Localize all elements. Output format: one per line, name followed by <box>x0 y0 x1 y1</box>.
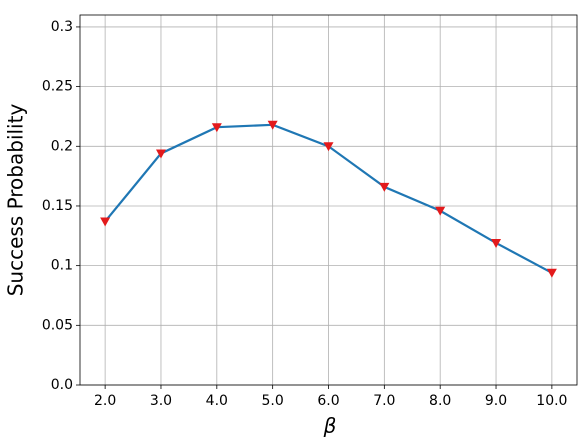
data-marker <box>100 217 111 227</box>
y-tick-label: 0.3 <box>51 19 73 35</box>
x-tick-label: 4.0 <box>206 393 228 409</box>
data-marker <box>323 142 334 152</box>
y-tick-label: 0.15 <box>42 198 73 214</box>
y-tick-label: 0.2 <box>51 138 73 154</box>
x-tick-label: 8.0 <box>429 393 451 409</box>
x-tick-label: 10.0 <box>536 393 567 409</box>
y-tick-label: 0.1 <box>51 258 73 274</box>
x-axis-label: β <box>323 414 337 438</box>
data-marker <box>435 206 446 216</box>
data-marker <box>211 123 222 133</box>
data-marker <box>267 120 278 130</box>
x-tick-label: 5.0 <box>262 393 284 409</box>
y-tick-label: 0.05 <box>42 317 73 333</box>
x-tick-label: 9.0 <box>485 393 507 409</box>
x-tick-label: 3.0 <box>150 393 172 409</box>
data-marker <box>546 268 557 278</box>
y-axis-label: Success Probability <box>4 104 28 297</box>
x-tick-label: 2.0 <box>94 393 116 409</box>
data-marker <box>491 238 502 248</box>
data-marker <box>379 182 390 192</box>
y-tick-label: 0.0 <box>51 377 73 393</box>
data-marker <box>155 149 166 159</box>
plot-frame <box>79 14 578 386</box>
x-tick-label: 7.0 <box>373 393 395 409</box>
y-tick-label: 0.25 <box>42 79 73 95</box>
x-tick-label: 6.0 <box>317 393 339 409</box>
